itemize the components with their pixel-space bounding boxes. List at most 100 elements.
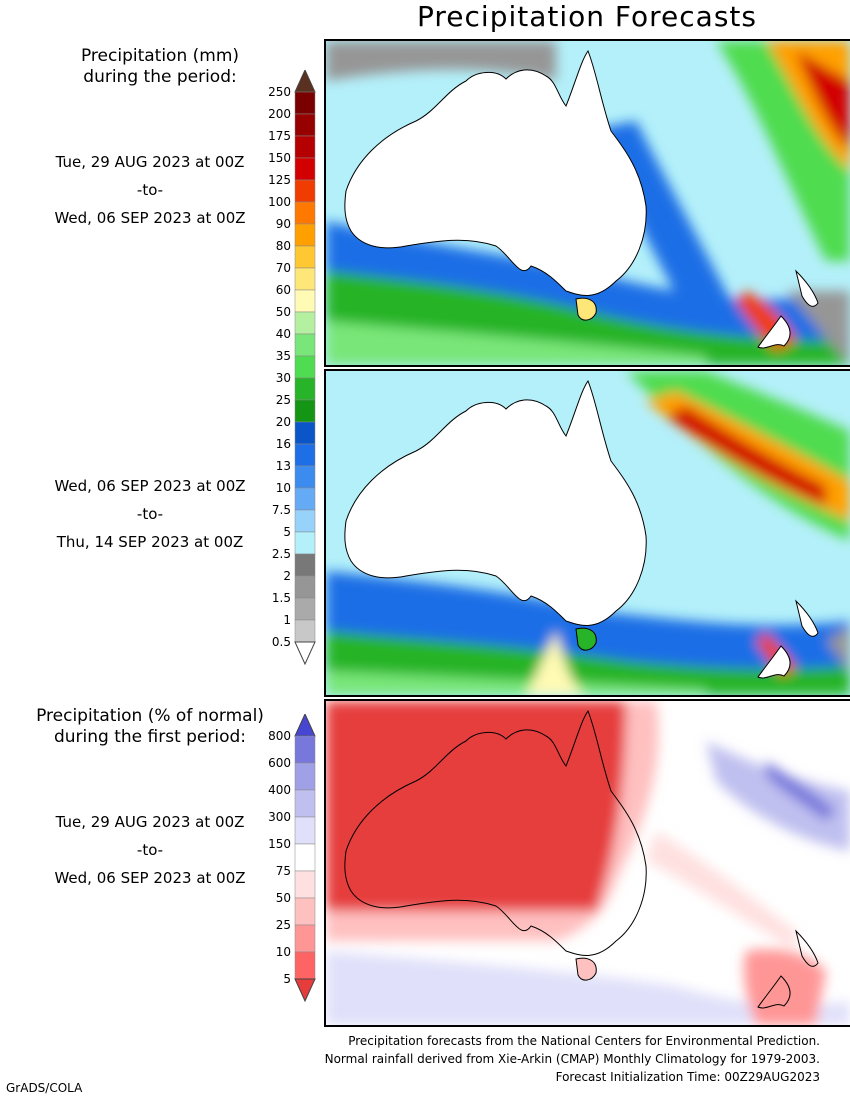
precip-mm-legend-cap-top <box>294 68 316 93</box>
precip-mm-legend-swatch <box>294 157 316 181</box>
precip-pct-legend-swatch <box>294 951 316 980</box>
tasmania-outline <box>575 957 597 981</box>
period-sep: -to- <box>136 841 164 859</box>
precip-mm-legend-tick-label: 80 <box>276 239 291 253</box>
precip-mm-legend-tick-label: 2 <box>283 569 291 583</box>
brand-label: GrADS/COLA <box>6 1081 83 1095</box>
precip-mm-legend-swatch <box>294 135 316 159</box>
australia-outline <box>344 49 647 296</box>
precip-mm-legend-tick-label: 2.5 <box>272 547 291 561</box>
precip-mm-legend-tick-label: 16 <box>276 437 291 451</box>
precip-mm-legend-swatch <box>294 91 316 115</box>
precip-mm-legend-swatch <box>294 619 316 643</box>
precip-mm-legend-tick-label: 70 <box>276 261 291 275</box>
precip-mm-heading-line1: Precipitation (mm) <box>80 46 240 66</box>
precip-mm-legend-tick-label: 35 <box>276 349 291 363</box>
precip-mm-legend-cap-bottom <box>294 641 316 666</box>
period-start: Tue, 29 AUG 2023 at 00Z <box>55 153 245 171</box>
period-sep: -to- <box>136 181 164 199</box>
map-panel-period-1 <box>324 39 850 367</box>
precip-mm-heading-line2: during the period: <box>83 67 237 87</box>
precip-mm-legend-tick-label: 90 <box>276 217 291 231</box>
precip-pct-legend-tick-label: 5 <box>283 972 291 986</box>
precip-pct-legend-tick-label: 300 <box>268 810 291 824</box>
precip-mm-legend-swatch <box>294 509 316 533</box>
precip-mm-legend-swatch <box>294 289 316 313</box>
precip-mm-legend-swatch <box>294 311 316 335</box>
period-end: Wed, 06 SEP 2023 at 00Z <box>54 869 246 887</box>
precip-mm-legend-tick-label: 30 <box>276 371 291 385</box>
precip-mm-legend-tick-label: 1 <box>283 613 291 627</box>
tasmania-outline <box>575 297 597 321</box>
new-zealand-outline <box>757 269 819 349</box>
precip-mm-legend-swatch <box>294 355 316 379</box>
precip-mm-legend-swatch <box>294 465 316 489</box>
precip-pct-legend-swatch <box>294 897 316 926</box>
precip-pct-legend-swatch <box>294 870 316 899</box>
precip-map-1 <box>326 41 850 365</box>
period-pct-label: Tue, 29 AUG 2023 at 00Z -to- Wed, 06 SEP… <box>30 808 270 892</box>
precip-pct-legend-cap-top <box>294 712 316 737</box>
new-zealand-outline <box>757 599 819 679</box>
precip-mm-legend-tick-label: 1.5 <box>272 591 291 605</box>
precip-mm-legend-tick-label: 20 <box>276 415 291 429</box>
precip-pct-legend-tick-label: 10 <box>276 945 291 959</box>
precip-mm-legend-swatch <box>294 575 316 599</box>
precip-mm-legend-tick-label: 250 <box>268 85 291 99</box>
precip-mm-legend-tick-label: 60 <box>276 283 291 297</box>
page-title: Precipitation Forecasts <box>417 0 757 33</box>
precip-pct-legend-tick-label: 800 <box>268 729 291 743</box>
new-zealand-outline <box>757 929 819 1009</box>
tasmania-outline <box>575 627 597 651</box>
precip-mm-legend-swatch <box>294 443 316 467</box>
precip-mm-legend: 250 200 175 150 125 100 90 80 70 60 50 40 35 30 25 20 16… <box>255 68 325 674</box>
precip-mm-legend-swatch <box>294 201 316 225</box>
precip-mm-legend-swatch <box>294 421 316 445</box>
precip-mm-legend-swatch <box>294 267 316 291</box>
precip-mm-legend-tick-label: 200 <box>268 107 291 121</box>
map-panel-percent-normal <box>324 699 850 1027</box>
period-1-label: Tue, 29 AUG 2023 at 00Z -to- Wed, 06 SEP… <box>30 148 270 232</box>
precip-pct-legend: 800 600 400 300 150 75 50 25 10 5 <box>255 712 325 1018</box>
credit-line: Forecast Initialization Time: 00Z29AUG20… <box>555 1070 820 1084</box>
precip-mm-legend-tick-label: 5 <box>283 525 291 539</box>
period-end: Wed, 06 SEP 2023 at 00Z <box>54 209 246 227</box>
precip-map-2 <box>326 371 850 695</box>
precip-mm-legend-swatch <box>294 245 316 269</box>
precip-pct-legend-tick-label: 150 <box>268 837 291 851</box>
precip-mm-legend-swatch <box>294 223 316 247</box>
precip-mm-legend-tick-label: 13 <box>276 459 291 473</box>
precip-mm-legend-swatch <box>294 377 316 401</box>
precip-mm-legend-swatch <box>294 333 316 357</box>
precip-pct-legend-cap-bottom <box>294 978 316 1003</box>
precip-pct-legend-swatch <box>294 843 316 872</box>
precip-pct-map <box>326 701 850 1025</box>
australia-outline <box>344 709 647 956</box>
precip-pct-heading-line1: Precipitation (% of normal) <box>36 706 264 726</box>
precip-pct-legend-swatch <box>294 762 316 791</box>
precip-pct-legend-tick-label: 25 <box>276 918 291 932</box>
period-sep: -to- <box>136 505 164 523</box>
precip-mm-legend-tick-label: 150 <box>268 151 291 165</box>
credit-line: Precipitation forecasts from the Nationa… <box>348 1034 820 1048</box>
precip-pct-legend-tick-label: 75 <box>276 864 291 878</box>
period-start: Tue, 29 AUG 2023 at 00Z <box>55 813 245 831</box>
precip-mm-legend-tick-label: 25 <box>276 393 291 407</box>
precip-pct-legend-tick-label: 600 <box>268 756 291 770</box>
precip-mm-legend-swatch <box>294 597 316 621</box>
precip-mm-legend-swatch <box>294 487 316 511</box>
precip-pct-heading: Precipitation (% of normal) during the f… <box>10 706 290 748</box>
precip-mm-legend-tick-label: 175 <box>268 129 291 143</box>
precip-mm-heading: Precipitation (mm) during the period: <box>40 46 280 88</box>
precip-mm-legend-swatch <box>294 399 316 423</box>
precip-mm-legend-tick-label: 100 <box>268 195 291 209</box>
precip-mm-legend-swatch <box>294 531 316 555</box>
credits: Precipitation forecasts from the Nationa… <box>325 1032 820 1086</box>
precip-mm-legend-swatch <box>294 179 316 203</box>
map-panel-period-2 <box>324 369 850 697</box>
precip-mm-legend-tick-label: 50 <box>276 305 291 319</box>
precip-pct-legend-swatch <box>294 735 316 764</box>
precip-mm-legend-tick-label: 7.5 <box>272 503 291 517</box>
precip-pct-legend-swatch <box>294 816 316 845</box>
period-start: Wed, 06 SEP 2023 at 00Z <box>54 477 246 495</box>
